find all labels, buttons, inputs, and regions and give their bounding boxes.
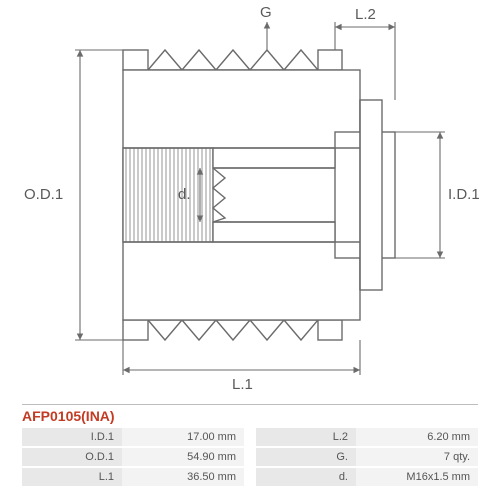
label-g: G (260, 4, 272, 21)
spec-row: L.26.20 mm (256, 428, 478, 446)
technical-drawing: O.D.1 I.D.1 L.1 L.2 G d. (0, 0, 500, 395)
spec-row: d.M16x1.5 mm (256, 468, 478, 486)
spec-row: I.D.117.00 mm (22, 428, 244, 446)
label-od1: O.D.1 (24, 186, 63, 203)
spec-col-right: L.26.20 mm G.7 qty. d.M16x1.5 mm (256, 428, 478, 488)
label-d: d. (178, 186, 191, 203)
label-l1: L.1 (232, 376, 253, 393)
spec-row: G.7 qty. (256, 448, 478, 466)
spec-row: O.D.154.90 mm (22, 448, 244, 466)
spec-col-left: I.D.117.00 mm O.D.154.90 mm L.136.50 mm (22, 428, 244, 488)
part-number-title: AFP0105(INA) (22, 408, 115, 424)
spec-row: L.136.50 mm (22, 468, 244, 486)
divider (22, 404, 478, 405)
label-id1: I.D.1 (448, 186, 480, 203)
spec-table: I.D.117.00 mm O.D.154.90 mm L.136.50 mm … (22, 428, 478, 488)
label-l2: L.2 (355, 6, 376, 23)
